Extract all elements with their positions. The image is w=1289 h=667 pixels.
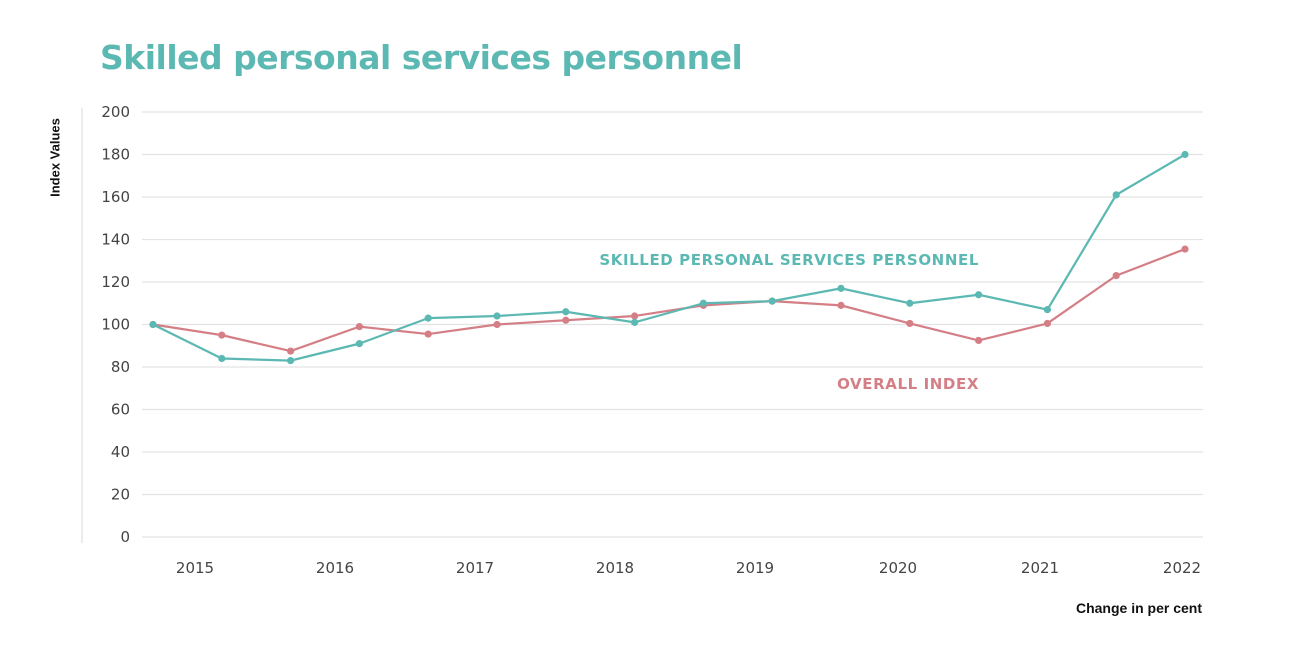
data-point xyxy=(493,320,501,329)
x-axis-note: Change in per cent xyxy=(1075,600,1202,616)
y-tick-label: 80 xyxy=(111,358,130,376)
x-tick-label: 2017 xyxy=(456,559,494,577)
y-tick-label: 0 xyxy=(120,528,130,546)
x-tick-label: 2021 xyxy=(1021,559,1059,577)
data-point xyxy=(1043,306,1051,314)
y-tick-label: 40 xyxy=(111,443,130,461)
x-tick-label: 2015 xyxy=(176,559,214,577)
data-point xyxy=(1043,319,1051,328)
series-label-overall: OVERALL INDEX xyxy=(837,375,979,393)
series-overall xyxy=(149,245,1189,355)
data-point xyxy=(424,330,432,338)
data-point xyxy=(837,301,845,309)
data-point xyxy=(1181,150,1189,159)
data-point xyxy=(631,312,639,320)
data-point xyxy=(975,336,983,345)
data-point xyxy=(562,308,570,316)
data-point xyxy=(562,316,570,324)
y-tick-label: 140 xyxy=(101,231,130,249)
series-skilled xyxy=(149,150,1189,365)
data-point xyxy=(975,291,983,299)
y-tick-label: 120 xyxy=(101,273,130,291)
y-tick-label: 160 xyxy=(101,188,130,206)
series-line xyxy=(152,153,1186,362)
data-point xyxy=(218,331,226,339)
x-tick-label: 2019 xyxy=(736,559,774,577)
data-point xyxy=(906,319,914,328)
data-point xyxy=(699,299,708,307)
x-tick-label: 2018 xyxy=(596,559,634,577)
data-point xyxy=(355,340,363,348)
x-tick-label: 2020 xyxy=(879,559,917,577)
data-point xyxy=(837,284,845,292)
data-point xyxy=(1112,191,1120,199)
y-tick-label: 20 xyxy=(111,486,130,504)
series-label-skilled: SKILLED PERSONAL SERVICES PERSONNEL xyxy=(599,251,979,269)
data-point xyxy=(287,357,295,365)
data-point xyxy=(355,323,363,331)
chart-title: Skilled personal services personnel xyxy=(100,38,743,77)
x-tick-label: 2022 xyxy=(1163,559,1201,577)
data-point xyxy=(631,318,639,326)
data-point xyxy=(149,320,157,329)
y-tick-label: 100 xyxy=(101,316,130,334)
data-point xyxy=(218,354,226,363)
data-point xyxy=(1112,272,1120,280)
series-line xyxy=(152,248,1186,353)
x-tick-label: 2016 xyxy=(316,559,354,577)
data-point xyxy=(906,299,914,307)
y-tick-label: 200 xyxy=(101,103,130,121)
data-point xyxy=(287,347,295,355)
data-point xyxy=(493,312,501,320)
data-point xyxy=(768,297,776,305)
data-point xyxy=(1181,245,1189,253)
y-tick-label: 60 xyxy=(111,401,130,419)
data-point xyxy=(424,314,432,322)
y-tick-label: 180 xyxy=(101,146,130,164)
